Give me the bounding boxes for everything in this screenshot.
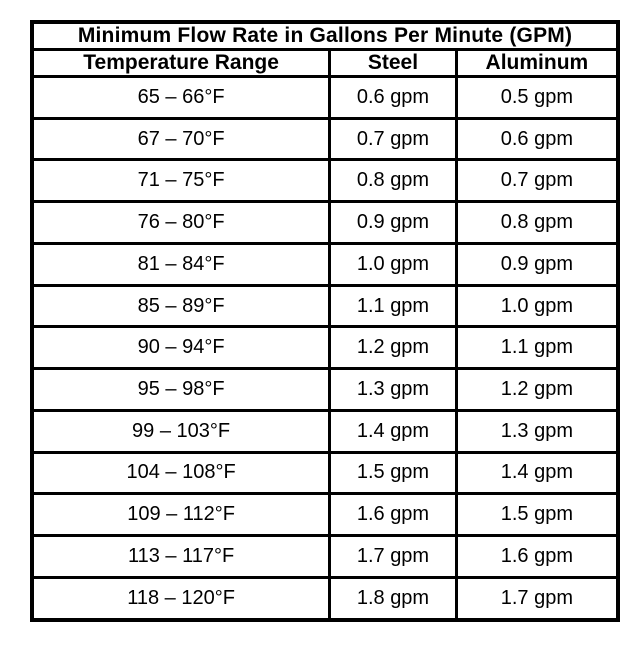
column-header-row: Temperature Range Steel Aluminum bbox=[30, 48, 620, 78]
temp-range-cell: 81 – 84°F bbox=[30, 241, 332, 287]
temp-range-cell: 99 – 103°F bbox=[30, 408, 332, 454]
temp-range-cell: 71 – 75°F bbox=[30, 158, 332, 204]
aluminum-value-cell: 0.8 gpm bbox=[454, 200, 620, 245]
temp-range-cell: 85 – 89°F bbox=[30, 283, 332, 329]
temp-range-cell: 104 – 108°F bbox=[30, 450, 332, 496]
temp-range-cell: 65 – 66°F bbox=[30, 75, 332, 120]
aluminum-value-cell: 0.9 gpm bbox=[454, 241, 620, 287]
min-flow-rate-table: Minimum Flow Rate in Gallons Per Minute … bbox=[30, 20, 620, 622]
steel-value-cell: 1.5 gpm bbox=[328, 450, 458, 496]
aluminum-value-cell: 0.7 gpm bbox=[454, 158, 620, 204]
table-row: 99 – 103°F 1.4 gpm 1.3 gpm bbox=[30, 408, 620, 454]
table-row: 81 – 84°F 1.0 gpm 0.9 gpm bbox=[30, 241, 620, 287]
table-row: 113 – 117°F 1.7 gpm 1.6 gpm bbox=[30, 534, 620, 579]
table-row: 104 – 108°F 1.5 gpm 1.4 gpm bbox=[30, 450, 620, 496]
column-header-steel: Steel bbox=[328, 48, 458, 78]
table-row: 109 – 112°F 1.6 gpm 1.5 gpm bbox=[30, 492, 620, 538]
temp-range-cell: 118 – 120°F bbox=[30, 575, 332, 622]
steel-value-cell: 1.1 gpm bbox=[328, 283, 458, 329]
steel-value-cell: 0.7 gpm bbox=[328, 116, 458, 162]
table-row: 85 – 89°F 1.1 gpm 1.0 gpm bbox=[30, 283, 620, 329]
aluminum-value-cell: 1.4 gpm bbox=[454, 450, 620, 496]
table-row: 71 – 75°F 0.8 gpm 0.7 gpm bbox=[30, 158, 620, 204]
steel-value-cell: 1.6 gpm bbox=[328, 492, 458, 538]
steel-value-cell: 1.4 gpm bbox=[328, 408, 458, 454]
aluminum-value-cell: 0.6 gpm bbox=[454, 116, 620, 162]
temp-range-cell: 90 – 94°F bbox=[30, 325, 332, 371]
aluminum-value-cell: 1.7 gpm bbox=[454, 575, 620, 622]
column-header-temperature-range: Temperature Range bbox=[30, 48, 332, 78]
steel-value-cell: 1.8 gpm bbox=[328, 575, 458, 622]
aluminum-value-cell: 1.0 gpm bbox=[454, 283, 620, 329]
table-row: 67 – 70°F 0.7 gpm 0.6 gpm bbox=[30, 116, 620, 162]
aluminum-value-cell: 1.5 gpm bbox=[454, 492, 620, 538]
aluminum-value-cell: 0.5 gpm bbox=[454, 75, 620, 120]
steel-value-cell: 1.0 gpm bbox=[328, 241, 458, 287]
aluminum-value-cell: 1.3 gpm bbox=[454, 408, 620, 454]
table-row: 95 – 98°F 1.3 gpm 1.2 gpm bbox=[30, 367, 620, 412]
steel-value-cell: 1.3 gpm bbox=[328, 367, 458, 412]
table-row: 76 – 80°F 0.9 gpm 0.8 gpm bbox=[30, 200, 620, 245]
table-row: 65 – 66°F 0.6 gpm 0.5 gpm bbox=[30, 75, 620, 120]
steel-value-cell: 1.7 gpm bbox=[328, 534, 458, 579]
temp-range-cell: 67 – 70°F bbox=[30, 116, 332, 162]
steel-value-cell: 0.9 gpm bbox=[328, 200, 458, 245]
title-row: Minimum Flow Rate in Gallons Per Minute … bbox=[30, 20, 620, 51]
table-title: Minimum Flow Rate in Gallons Per Minute … bbox=[30, 20, 620, 51]
steel-value-cell: 0.6 gpm bbox=[328, 75, 458, 120]
table-head: Minimum Flow Rate in Gallons Per Minute … bbox=[30, 20, 620, 78]
aluminum-value-cell: 1.1 gpm bbox=[454, 325, 620, 371]
aluminum-value-cell: 1.6 gpm bbox=[454, 534, 620, 579]
temp-range-cell: 76 – 80°F bbox=[30, 200, 332, 245]
temp-range-cell: 113 – 117°F bbox=[30, 534, 332, 579]
column-header-aluminum: Aluminum bbox=[454, 48, 620, 78]
steel-value-cell: 1.2 gpm bbox=[328, 325, 458, 371]
aluminum-value-cell: 1.2 gpm bbox=[454, 367, 620, 412]
table-row: 90 – 94°F 1.2 gpm 1.1 gpm bbox=[30, 325, 620, 371]
temp-range-cell: 95 – 98°F bbox=[30, 367, 332, 412]
temp-range-cell: 109 – 112°F bbox=[30, 492, 332, 538]
table-body: 65 – 66°F 0.6 gpm 0.5 gpm 67 – 70°F 0.7 gpm 0… bbox=[30, 75, 620, 622]
steel-value-cell: 0.8 gpm bbox=[328, 158, 458, 204]
table-row: 118 – 120°F 1.8 gpm 1.7 gpm bbox=[30, 575, 620, 622]
